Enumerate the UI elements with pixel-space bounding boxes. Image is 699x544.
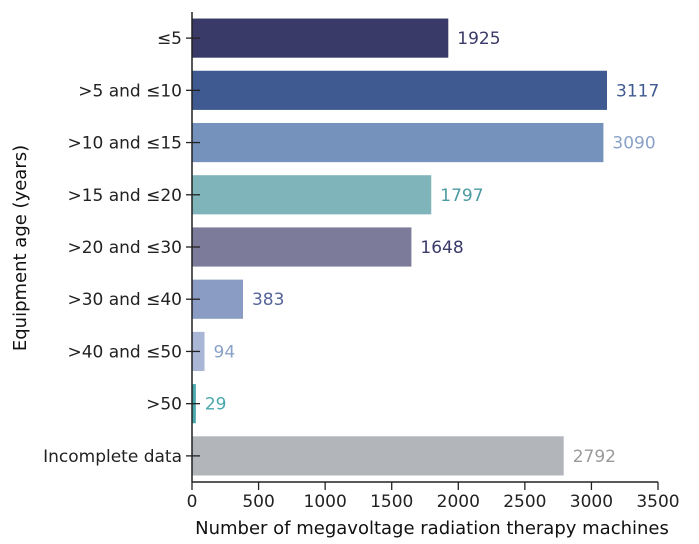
bar-5 [192,279,243,319]
x-tick-label-1: 500 [242,492,274,512]
bar-8 [192,436,564,476]
value-labels: 1925 3117 3090 1797 1648 383 94 29 2792 [205,29,659,467]
category-label-7: >50 [146,395,182,415]
value-label-0: 1925 [457,29,500,49]
bars-layer [192,18,608,476]
value-label-2: 3090 [612,134,655,154]
x-tick-label-3: 1500 [370,492,413,512]
category-label-6: >40 and ≤50 [67,342,182,362]
value-label-1: 3117 [616,81,659,101]
category-label-1: >5 and ≤10 [78,81,182,101]
value-label-8: 2792 [573,447,616,467]
category-label-2: >10 and ≤15 [67,134,182,154]
x-axis-ticks: 0 500 1000 1500 2000 2500 3000 3500 [186,37,680,512]
value-label-6: 94 [214,342,236,362]
value-label-4: 1648 [420,238,463,258]
category-label-3: >15 and ≤20 [67,186,182,206]
x-tick-label-0: 0 [187,492,198,512]
value-label-5: 383 [252,290,284,310]
bar-1 [192,70,608,110]
x-tick-label-2: 1000 [304,492,347,512]
x-tick-label-4: 2000 [437,492,480,512]
category-label-8: Incomplete data [43,447,182,467]
y-axis-title: Equipment age (years) [10,145,31,351]
category-label-0: ≤5 [157,29,182,49]
bar-4 [192,227,412,267]
x-tick-label-6: 3000 [570,492,613,512]
x-tick-label-5: 2500 [503,492,546,512]
x-tick-label-7: 3500 [636,492,679,512]
bar-3 [192,175,432,215]
category-label-4: >20 and ≤30 [67,238,182,258]
category-labels: ≤5 >5 and ≤10 >10 and ≤15 >15 and ≤20 >20 an… [43,29,182,467]
bar-2 [192,122,604,163]
value-label-7: 29 [205,395,227,415]
category-label-5: >30 and ≤40 [67,290,182,310]
value-label-3: 1797 [440,186,483,206]
x-axis-title: Number of megavoltage radiation therapy … [195,518,669,539]
bar-0 [192,18,449,58]
